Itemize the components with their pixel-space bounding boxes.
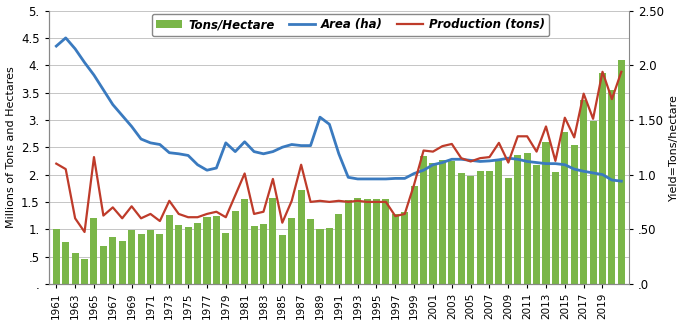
Bar	[382, 199, 390, 284]
Bar	[420, 156, 427, 284]
Bar	[232, 211, 239, 284]
Bar	[251, 226, 258, 284]
Bar	[505, 178, 512, 284]
Bar	[590, 121, 597, 284]
Y-axis label: Millions of Tons and Hectares: Millions of Tons and Hectares	[5, 66, 16, 228]
Bar	[335, 214, 342, 284]
Bar	[458, 174, 464, 284]
Bar	[297, 190, 305, 284]
Bar	[467, 176, 474, 284]
Bar	[477, 171, 484, 284]
Bar	[401, 212, 408, 284]
Bar	[495, 159, 502, 284]
Bar	[316, 229, 323, 284]
Bar	[222, 232, 229, 284]
Bar	[138, 234, 145, 284]
Bar	[72, 253, 79, 284]
Bar	[175, 225, 182, 284]
Bar	[279, 235, 286, 284]
Bar	[119, 241, 126, 284]
Legend: Tons/Hectare, Area (ha), Production (tons): Tons/Hectare, Area (ha), Production (ton…	[151, 14, 549, 36]
Bar	[392, 214, 399, 284]
Bar	[486, 171, 493, 284]
Bar	[110, 237, 116, 284]
Bar	[552, 172, 559, 284]
Bar	[81, 259, 88, 284]
Bar	[354, 198, 361, 284]
Bar	[100, 246, 107, 284]
Bar	[608, 90, 615, 284]
Bar	[448, 162, 456, 284]
Bar	[364, 199, 371, 284]
Bar	[345, 200, 352, 284]
Y-axis label: Yield=Tons/hectare: Yield=Tons/hectare	[669, 94, 680, 201]
Bar	[90, 218, 97, 284]
Bar	[543, 142, 549, 284]
Bar	[203, 217, 210, 284]
Bar	[184, 227, 192, 284]
Bar	[373, 199, 380, 284]
Bar	[580, 100, 587, 284]
Bar	[599, 73, 606, 284]
Bar	[288, 218, 295, 284]
Bar	[514, 155, 521, 284]
Bar	[429, 162, 436, 284]
Bar	[53, 229, 60, 284]
Bar	[533, 165, 540, 284]
Bar	[241, 199, 248, 284]
Bar	[410, 186, 418, 284]
Bar	[307, 219, 314, 284]
Bar	[194, 223, 201, 284]
Bar	[128, 230, 135, 284]
Bar	[571, 145, 577, 284]
Bar	[156, 234, 164, 284]
Bar	[269, 198, 277, 284]
Bar	[439, 160, 446, 284]
Bar	[213, 216, 220, 284]
Bar	[166, 215, 173, 284]
Bar	[618, 60, 625, 284]
Bar	[561, 132, 569, 284]
Bar	[147, 230, 154, 284]
Bar	[326, 228, 333, 284]
Bar	[523, 153, 531, 284]
Bar	[260, 224, 267, 284]
Bar	[62, 242, 69, 284]
